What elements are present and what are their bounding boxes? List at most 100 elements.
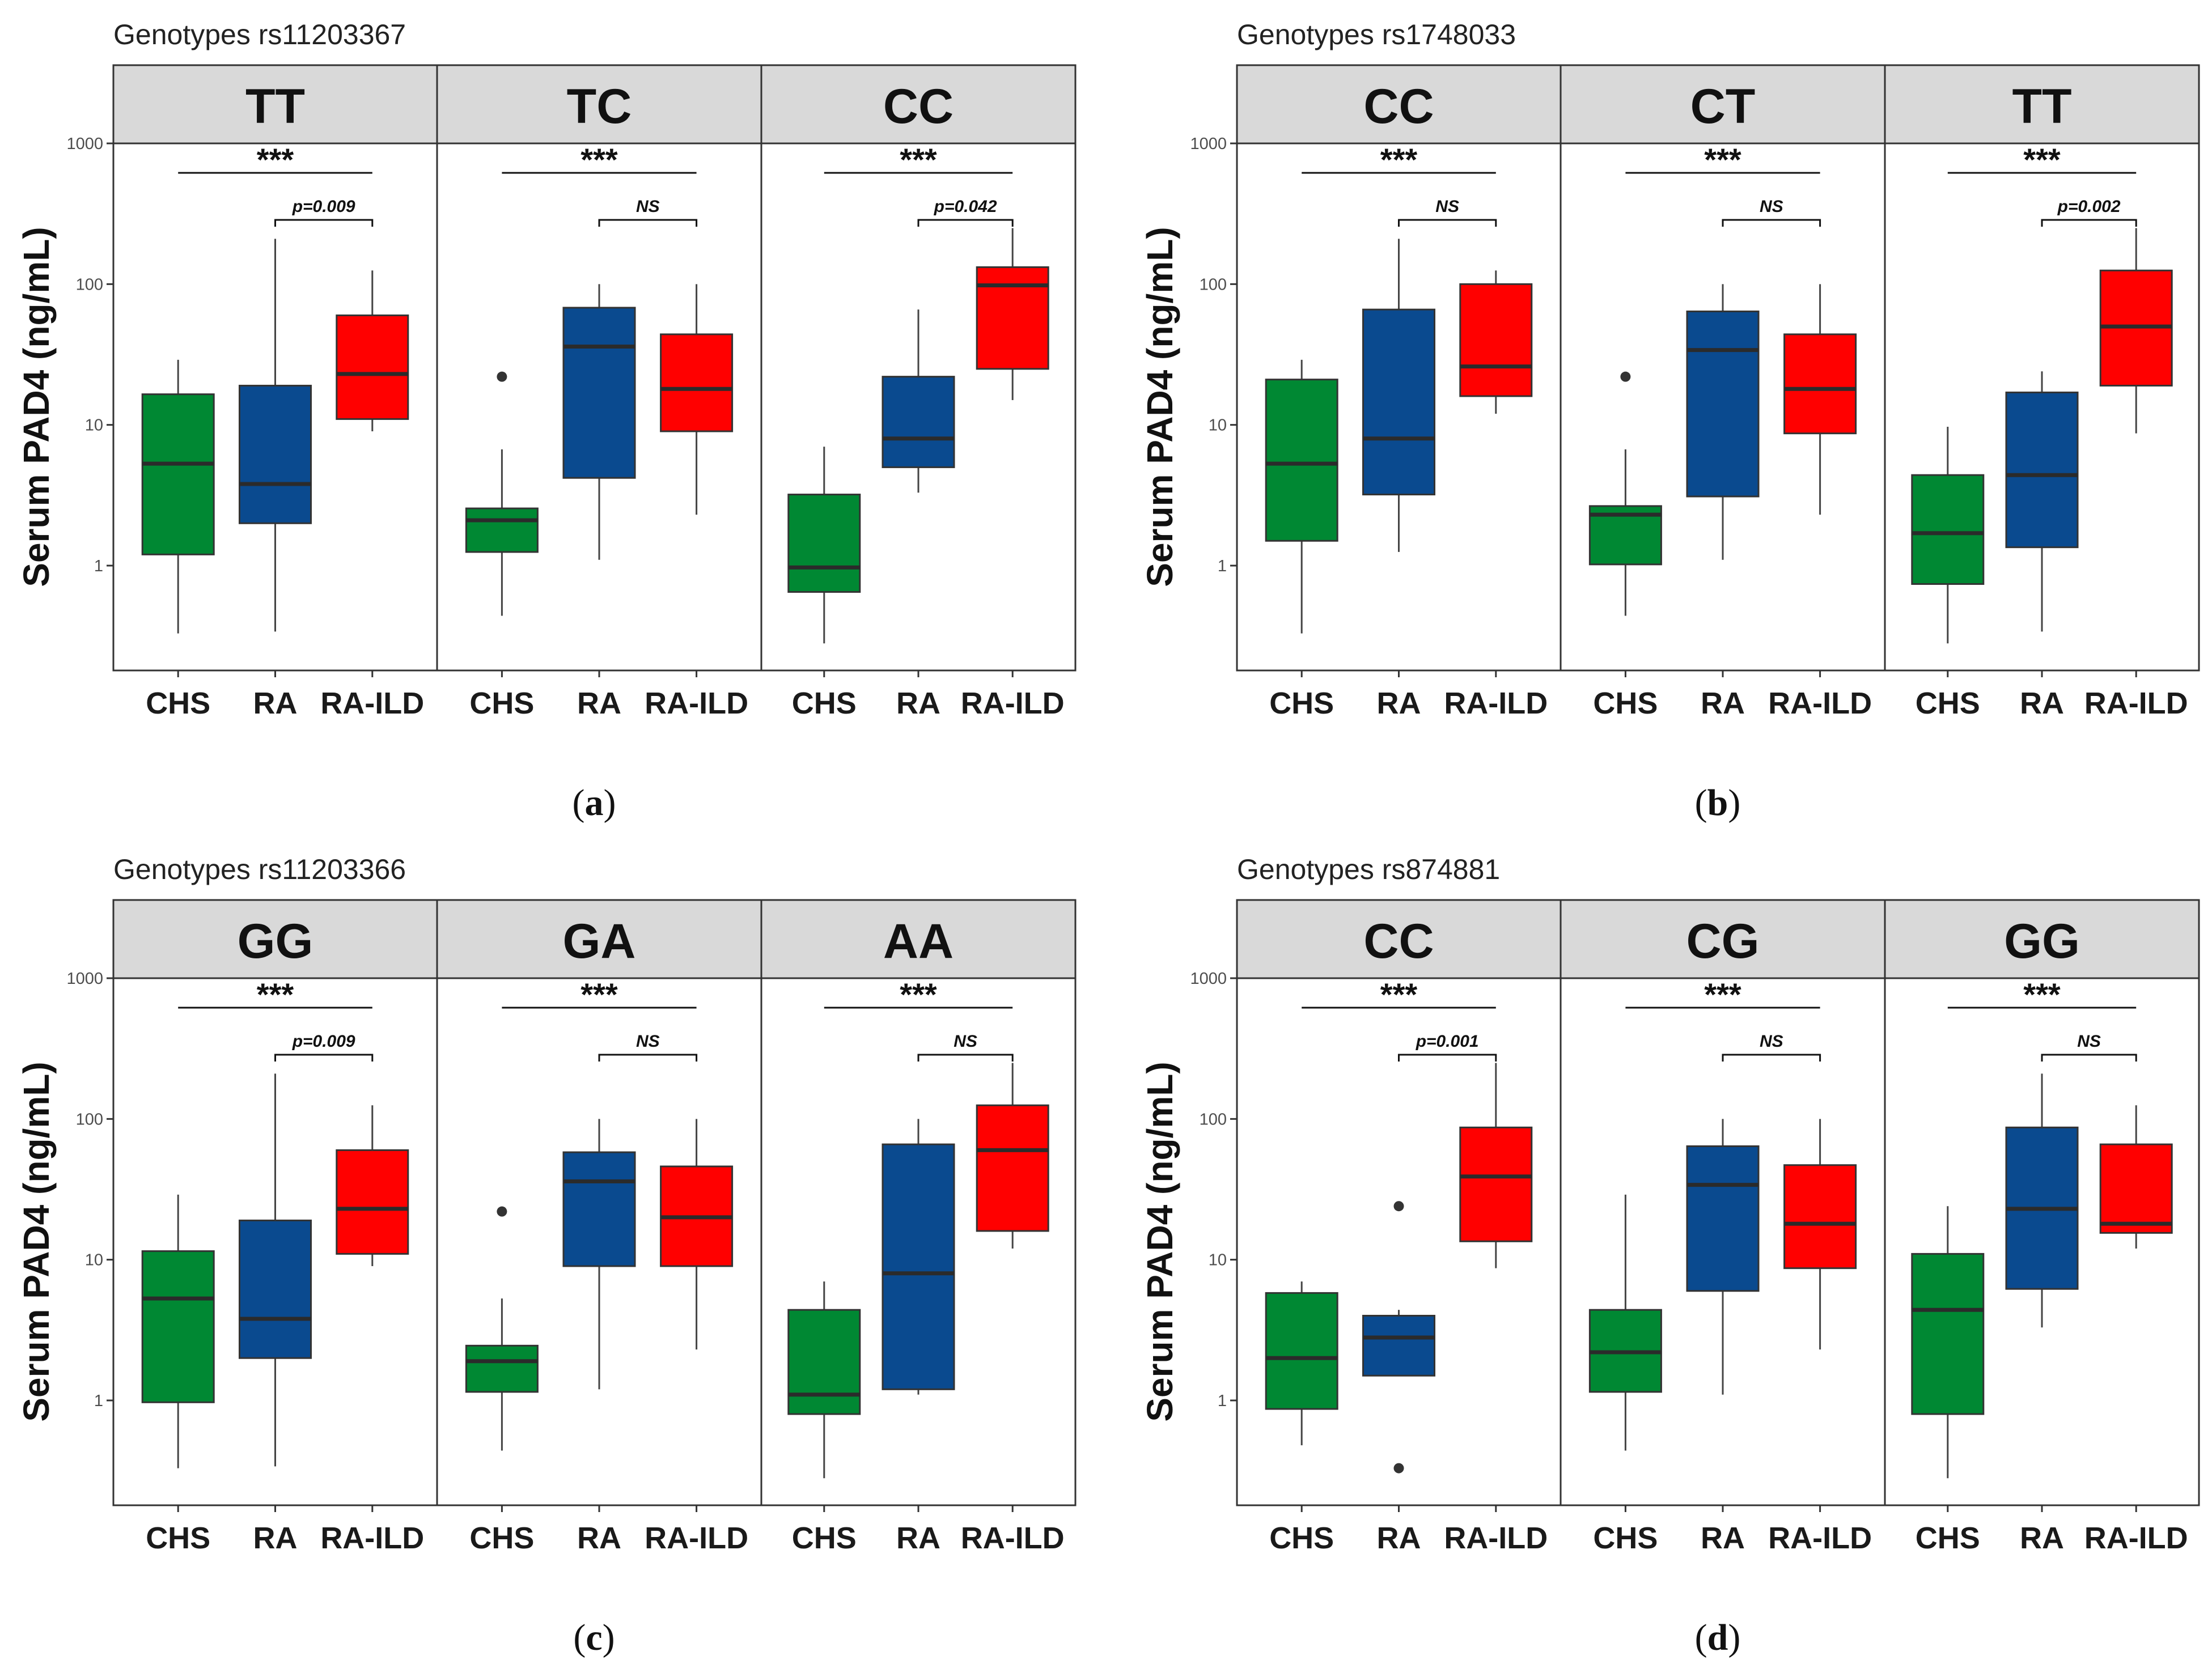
x-tick-label: CHS <box>1593 1521 1658 1555</box>
subfigure-label: (d) <box>1695 1617 1741 1658</box>
box-ra-ild <box>1459 270 1533 414</box>
box-body <box>787 1309 861 1415</box>
box-body <box>1911 474 1985 585</box>
facet-tc: TC *** NS CHS RA RA-ILD <box>436 64 762 720</box>
facet-strip-label: TC <box>567 79 632 134</box>
facet-strip-label: CC <box>883 79 954 134</box>
box-body <box>1459 1126 1533 1242</box>
comparison-label: p=0.009 <box>292 1032 355 1051</box>
box-body <box>336 1149 409 1255</box>
x-tick-label: RA <box>253 686 298 720</box>
box-chs <box>787 1281 861 1479</box>
box-ra <box>239 239 312 632</box>
y-tick-label: 10 <box>1209 1251 1227 1270</box>
box-chs <box>1265 1281 1338 1446</box>
x-tick-label: RA <box>896 1521 940 1555</box>
comparison-label: NS <box>1760 197 1783 216</box>
x-tick-label: RA <box>1701 1521 1745 1555</box>
y-tick-label: 1000 <box>1190 135 1227 153</box>
facet-strip <box>1236 64 1562 145</box>
comparison-label: NS <box>2077 1032 2101 1051</box>
box-ra <box>2005 371 2079 632</box>
x-tick-label: RA-ILD <box>2084 1521 2188 1555</box>
outlier-point <box>497 371 507 382</box>
box-ra-ild <box>1783 284 1857 515</box>
box-body <box>1459 283 1533 397</box>
box-ra <box>882 309 955 493</box>
box-ra <box>1362 1201 1435 1474</box>
comparison-label: p=0.042 <box>934 197 997 216</box>
comparison-bracket <box>1722 219 1821 227</box>
facet-gg: GG *** NS CHS RA RA-ILD <box>1884 899 2200 1555</box>
comparison-bracket <box>2041 219 2137 227</box>
subfigure-label: (a) <box>573 782 616 823</box>
x-tick-label: RA <box>1377 1521 1421 1555</box>
comparison-label: p=0.002 <box>2057 197 2121 216</box>
box-body <box>465 1344 539 1393</box>
box-chs <box>465 371 539 616</box>
box-body <box>336 314 409 420</box>
box-body <box>1265 379 1338 542</box>
box-ra-ild <box>660 1119 734 1350</box>
box-body <box>1911 1253 1985 1415</box>
facet-strip <box>760 899 1077 979</box>
box-ra <box>882 1119 955 1395</box>
facet-strip-label: CC <box>1363 79 1434 134</box>
x-tick-label: RA-ILD <box>2084 686 2188 720</box>
box-body <box>562 307 636 479</box>
box-chs <box>141 359 215 634</box>
box-chs <box>465 1206 539 1451</box>
facet-strip <box>436 899 762 979</box>
facet-strip-label: TT <box>2012 79 2071 134</box>
facet-tt: TT *** p=0.009 CHS RA RA-ILD <box>112 64 438 720</box>
y-tick-label: 10 <box>1209 417 1227 435</box>
facet-strip <box>1884 64 2200 145</box>
x-tick-label: CHS <box>792 1521 857 1555</box>
facet-strip <box>436 64 762 145</box>
facet-strip <box>1884 899 2200 979</box>
comparison-bracket <box>274 219 374 227</box>
box-body <box>1783 333 1857 435</box>
box-body <box>141 393 215 555</box>
box-ra <box>562 284 636 560</box>
facet-aa: AA *** NS CHS RA RA-ILD <box>760 899 1077 1555</box>
facet-ct: CT *** NS CHS RA RA-ILD <box>1560 64 1886 720</box>
y-tick-label: 100 <box>76 1110 103 1128</box>
comparison-label: p=0.009 <box>292 197 355 216</box>
x-tick-label: CHS <box>1916 1521 1980 1555</box>
overall-significance: *** <box>580 977 618 1012</box>
box-ra <box>1686 284 1760 560</box>
box-chs <box>1265 359 1338 634</box>
comparison-bracket <box>917 219 1014 227</box>
box-body <box>976 266 1049 370</box>
comparison-bracket <box>1722 1054 1821 1062</box>
comparison-label: NS <box>954 1032 977 1051</box>
box-ra-ild <box>2099 1105 2173 1249</box>
overall-significance: *** <box>900 977 937 1012</box>
y-tick-label: 1000 <box>66 970 103 988</box>
x-tick-label: RA <box>896 686 940 720</box>
overall-significance: *** <box>257 142 294 177</box>
x-tick-label: CHS <box>1269 1521 1334 1555</box>
overall-significance: *** <box>257 977 294 1012</box>
box-body <box>2005 391 2079 549</box>
box-body <box>882 376 955 468</box>
box-body <box>141 1250 215 1403</box>
y-axis-label: Serum PAD4 (ng/mL) <box>16 227 57 587</box>
box-body <box>239 384 312 524</box>
facet-gg: GG *** p=0.009 CHS RA RA-ILD <box>112 899 438 1555</box>
y-tick-label: 100 <box>1200 275 1227 294</box>
facet-cc: CC *** p=0.001 CHS RA RA-ILD <box>1236 899 1562 1555</box>
box-ra-ild <box>1783 1119 1857 1350</box>
y-tick-label: 1 <box>1218 557 1227 575</box>
x-tick-label: RA-ILD <box>1768 686 1872 720</box>
x-tick-label: RA <box>577 1521 621 1555</box>
panel-c: Genotypes rs11203366 Serum PAD4 (ng/mL) 1 1… <box>16 854 1077 1658</box>
comparison-bracket <box>917 1054 1014 1062</box>
x-tick-label: RA-ILD <box>320 686 424 720</box>
comparison-bracket <box>274 1054 374 1062</box>
box-ra <box>239 1073 312 1467</box>
y-axis-label: Serum PAD4 (ng/mL) <box>1139 227 1180 587</box>
x-tick-label: RA <box>1701 686 1745 720</box>
x-tick-label: RA-ILD <box>320 1521 424 1555</box>
